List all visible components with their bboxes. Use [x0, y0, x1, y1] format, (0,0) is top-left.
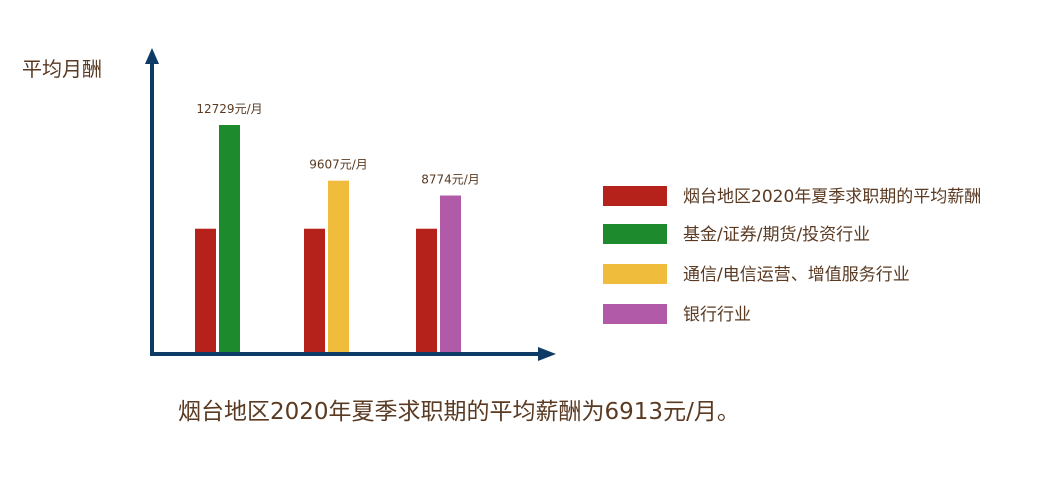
bars-group — [195, 125, 461, 352]
legend-swatch-1 — [603, 186, 667, 206]
x-axis-arrow-icon — [538, 347, 556, 361]
legend-swatch-2 — [603, 224, 667, 244]
legend: 烟台地区2020年夏季求职期的平均薪酬基金/证券/期货/投资行业通信/电信运营、… — [603, 186, 981, 325]
legend-swatch-3 — [603, 264, 667, 284]
bar-labels-group: 12729元/月 9607元/月 8774元/月 — [196, 102, 479, 187]
y-axis-title: 平均月酬 — [22, 57, 102, 81]
chart-caption: 烟台地区2020年夏季求职期的平均薪酬为6913元/月。 — [178, 399, 740, 425]
legend-swatch-4 — [603, 304, 667, 324]
bar-industry-2 — [328, 180, 349, 352]
bar-industry-1 — [219, 125, 240, 352]
legend-label-4: 银行行业 — [683, 305, 751, 325]
bar-average-2 — [304, 228, 325, 352]
bar-value-label-1: 12729元/月 — [196, 102, 262, 116]
legend-label-3: 通信/电信运营、增值服务行业 — [683, 265, 910, 285]
bar-value-label-3: 8774元/月 — [421, 173, 480, 187]
y-axis-arrow-icon — [145, 48, 159, 64]
bar-average-1 — [195, 228, 216, 352]
bar-industry-3 — [440, 195, 461, 352]
bar-value-label-2: 9607元/月 — [309, 158, 368, 172]
legend-label-2: 基金/证券/期货/投资行业 — [683, 225, 870, 245]
legend-label-1: 烟台地区2020年夏季求职期的平均薪酬 — [683, 187, 981, 207]
bar-average-3 — [416, 228, 437, 352]
